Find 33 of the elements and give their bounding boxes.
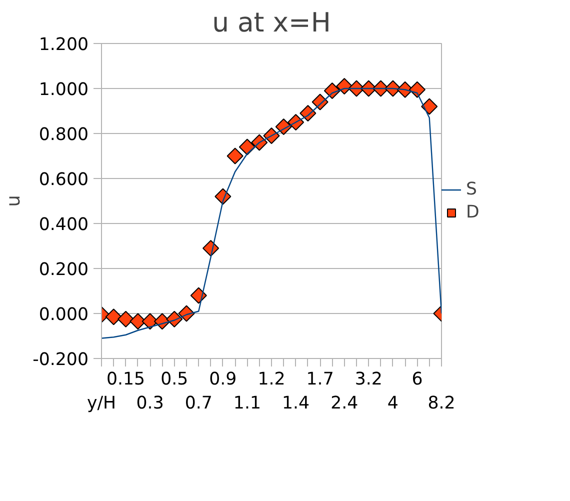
y-tick-label: 0.400 bbox=[38, 215, 89, 235]
y-tick-label: 1.200 bbox=[38, 35, 89, 55]
point bbox=[118, 310, 134, 328]
x-tick-label: 1.7 bbox=[306, 370, 334, 390]
y-tick-label: 0.000 bbox=[38, 305, 89, 325]
y-tick-label: 0.600 bbox=[38, 170, 89, 190]
point bbox=[190, 287, 207, 304]
x-tick-label: 0.5 bbox=[160, 370, 188, 390]
x-tick-label: 4 bbox=[387, 394, 398, 414]
y-tick-label: 0.800 bbox=[38, 125, 89, 145]
point bbox=[226, 148, 244, 164]
x-tick-label: 0.9 bbox=[209, 370, 237, 390]
point bbox=[408, 81, 426, 98]
x-tick-label: 2.4 bbox=[330, 394, 358, 414]
x-tick-label: 1.2 bbox=[258, 370, 286, 390]
legend-label: S bbox=[466, 179, 478, 199]
x-tick-label: y/H bbox=[86, 394, 116, 414]
y-tick-label: -0.200 bbox=[32, 350, 89, 370]
x-tick-label: 0.3 bbox=[136, 394, 164, 414]
x-tick-label: 1.1 bbox=[233, 394, 261, 414]
x-tick-label: 0.7 bbox=[184, 394, 212, 414]
y-tick-label: 0.200 bbox=[38, 260, 89, 280]
y-axis-title: u bbox=[4, 195, 25, 207]
chart-title: u at x=H bbox=[212, 8, 331, 38]
point bbox=[105, 308, 122, 326]
legend-label: D bbox=[466, 202, 480, 222]
x-tick-label: 1.4 bbox=[282, 394, 310, 414]
x-tick-label: 8.2 bbox=[428, 394, 456, 414]
point bbox=[421, 98, 438, 115]
x-tick-label: 6 bbox=[412, 370, 423, 390]
x-tick-label: 0.15 bbox=[106, 370, 146, 390]
x-tick-label: 3.2 bbox=[354, 370, 382, 390]
y-tick-label: 1.000 bbox=[38, 80, 89, 100]
